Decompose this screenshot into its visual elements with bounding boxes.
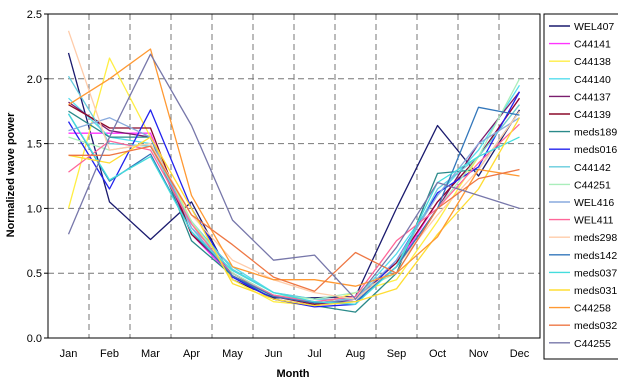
legend-label: meds031 xyxy=(574,285,617,297)
legend-label: meds298 xyxy=(574,232,617,244)
legend-label: WEL411 xyxy=(574,215,614,227)
legend-label: C44251 xyxy=(574,179,611,191)
x-tick-label: Nov xyxy=(469,348,489,360)
y-tick-label: 1.0 xyxy=(27,203,42,215)
legend-label: C44255 xyxy=(574,338,611,350)
legend-label: C44138 xyxy=(574,56,611,68)
series-line-meds037 xyxy=(67,113,520,305)
legend-label: meds142 xyxy=(574,250,617,262)
x-tick-label: Dec xyxy=(510,348,530,360)
legend-label: C44140 xyxy=(574,74,611,86)
legend-label: C44258 xyxy=(574,303,611,315)
series-line-wel411 xyxy=(68,123,520,303)
y-tick-label: 0.0 xyxy=(27,333,42,345)
x-tick-label: Sep xyxy=(387,348,407,360)
series-line-c44258 xyxy=(68,48,520,287)
series-line-meds298 xyxy=(67,30,521,300)
legend-label: WEL416 xyxy=(574,197,614,209)
legend-label: C44142 xyxy=(574,162,611,174)
series-line-meds032 xyxy=(68,145,520,292)
series-line-c44142 xyxy=(67,75,521,300)
plot-border xyxy=(47,13,541,339)
x-axis: Jan Feb Mar Apr May Jun Jul Aug Sep Oct Nov Dec xyxy=(60,348,530,360)
x-tick-label: Jul xyxy=(307,348,321,360)
x-tick-label: Apr xyxy=(183,348,200,360)
x-tick-label: Jan xyxy=(60,348,78,360)
y-tick-label: 2.0 xyxy=(27,74,42,86)
legend-label: meds189 xyxy=(574,127,617,139)
legend-label: meds037 xyxy=(574,267,617,279)
legend-box xyxy=(543,13,618,360)
legend-label: C44141 xyxy=(574,39,611,51)
plot-area xyxy=(47,13,541,339)
y-tick-label: 1.5 xyxy=(27,139,42,151)
x-tick-label: May xyxy=(222,348,243,360)
series-line-c44255 xyxy=(67,53,520,300)
x-tick-label: Mar xyxy=(141,348,160,360)
y-axis-title: Normalized wave power xyxy=(5,112,17,237)
legend-label: meds016 xyxy=(574,144,617,156)
y-axis: 0.0 0.5 1.0 1.5 2.0 2.5 xyxy=(27,9,48,345)
x-tick-label: Aug xyxy=(346,348,366,360)
x-tick-label: Oct xyxy=(429,348,446,360)
y-tick-label: 2.5 xyxy=(27,9,42,21)
legend: WEL407 C44141 C44138 C44140 C44137 C44139 meds… xyxy=(543,13,618,360)
series-line-meds142 xyxy=(67,106,520,304)
x-tick-label: Feb xyxy=(100,348,119,360)
legend-label: C44139 xyxy=(574,109,611,121)
legend-label: WEL407 xyxy=(574,21,614,33)
y-tick-label: 0.5 xyxy=(27,268,42,280)
x-axis-title: Month xyxy=(277,368,310,380)
legend-label: C44137 xyxy=(574,91,611,103)
x-tick-label: Jun xyxy=(265,348,283,360)
series-lines xyxy=(67,30,521,313)
legend-label: meds032 xyxy=(574,320,617,332)
